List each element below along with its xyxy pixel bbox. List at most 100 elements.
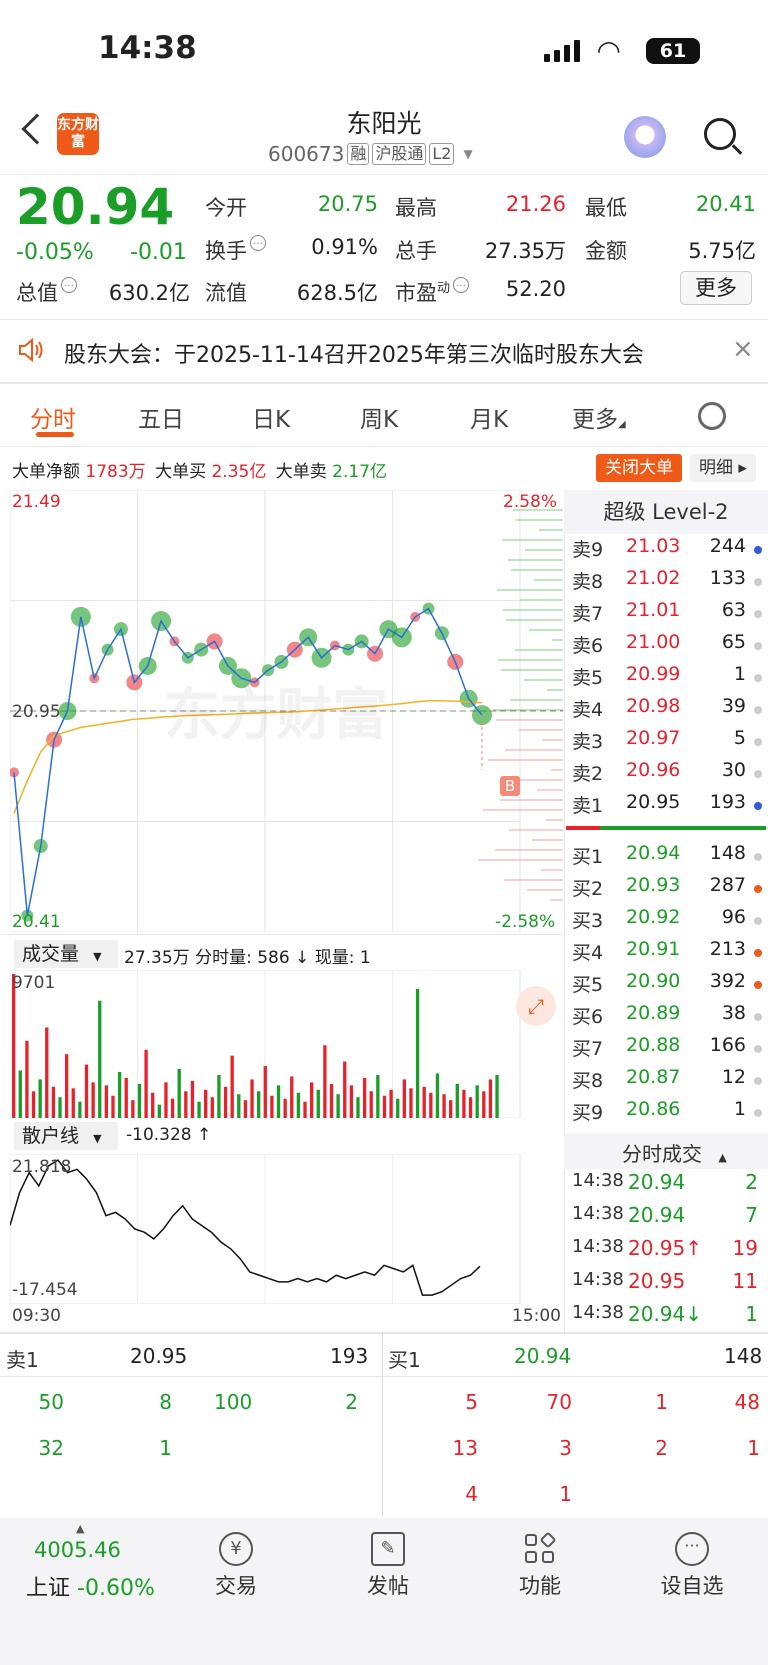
dot-icon xyxy=(754,1045,762,1053)
volume-bar xyxy=(177,1069,181,1118)
volume-chart[interactable] xyxy=(10,970,563,1118)
trades-header[interactable] xyxy=(564,1133,768,1169)
ask-row[interactable]: 卖3 20.97 5 xyxy=(572,727,762,757)
tag-connect: 沪股通 xyxy=(372,143,427,165)
assistant-robot-icon[interactable] xyxy=(624,116,666,158)
nav-functions[interactable]: 功能 xyxy=(519,1574,561,1598)
dot-icon xyxy=(754,1109,762,1117)
trade-row[interactable]: 14:38 20.94 2 xyxy=(572,1170,762,1200)
trade-row[interactable]: 14:38 20.94 7 xyxy=(572,1203,762,1233)
turnover-label[interactable]: 换手… xyxy=(205,235,266,265)
index-expand-icon[interactable]: ▲ xyxy=(76,1522,85,1535)
ask-row[interactable]: 卖1 20.95 193 xyxy=(572,791,762,821)
buy-marker[interactable]: B xyxy=(500,776,520,796)
bid-row[interactable]: 买3 20.92 96 xyxy=(572,906,762,936)
volume-bar xyxy=(362,1077,367,1118)
pct-max-label: 2.58% xyxy=(503,492,558,512)
ask-volume: 244 xyxy=(709,535,746,557)
ask-row[interactable]: 卖9 21.03 244 xyxy=(572,535,762,565)
indicator-selector[interactable]: 散户线 ▼ xyxy=(14,1122,118,1150)
price-line xyxy=(13,607,483,916)
trade-row[interactable]: 14:38 20.94↓ 1 xyxy=(572,1302,762,1332)
bid-row[interactable]: 买8 20.87 12 xyxy=(572,1066,762,1096)
intraday-price-chart[interactable] xyxy=(10,490,563,932)
index-row[interactable]: 上证 -0.60% xyxy=(26,1576,155,1601)
ask-volume: 5 xyxy=(733,727,746,749)
watchlist-icon[interactable]: ··· xyxy=(675,1532,709,1566)
volume-bar xyxy=(263,1066,267,1118)
tab-daily[interactable]: 日K xyxy=(252,407,291,433)
bid-row[interactable]: 买1 20.94 148 xyxy=(572,842,762,872)
buy-queue-item: 48 xyxy=(734,1390,760,1414)
info-icon[interactable]: … xyxy=(453,277,470,293)
notice-text[interactable]: 股东大会：于2025-11-14召开2025年第三次临时股东大会 xyxy=(64,343,644,368)
retail-line-chart[interactable] xyxy=(10,1154,563,1304)
ladder-sell-label: 卖1 xyxy=(6,1348,39,1372)
ask-row[interactable]: 卖4 20.98 39 xyxy=(572,695,762,725)
bid-volume: 96 xyxy=(721,906,746,928)
ask-row[interactable]: 卖5 20.99 1 xyxy=(572,663,762,693)
bid-row[interactable]: 买6 20.89 38 xyxy=(572,1002,762,1032)
ask-row[interactable]: 卖6 21.00 65 xyxy=(572,631,762,661)
gear-icon[interactable] xyxy=(698,402,726,430)
expand-icon[interactable]: ⤢ xyxy=(516,986,556,1026)
volume-bar xyxy=(151,1092,155,1118)
ask-row[interactable]: 卖2 20.96 30 xyxy=(572,759,762,789)
bid-row[interactable]: 买5 20.90 392 xyxy=(572,970,762,1000)
pe-label[interactable]: 市盈动… xyxy=(395,277,470,307)
bid-row[interactable]: 买7 20.88 166 xyxy=(572,1034,762,1064)
info-icon[interactable]: … xyxy=(61,277,77,293)
level2-title[interactable]: 超级 Level-2 xyxy=(564,490,768,534)
apps-icon[interactable] xyxy=(523,1531,557,1566)
volume-bar xyxy=(250,1079,254,1118)
y-min-label: 20.41 xyxy=(12,912,61,932)
mkt-cap-label[interactable]: 总值… xyxy=(16,277,77,307)
tab-weekly[interactable]: 周K xyxy=(360,407,399,433)
tab-more[interactable]: 更多◢ xyxy=(572,407,626,433)
ask-label: 卖5 xyxy=(572,667,604,689)
bid-volume: 1 xyxy=(733,1098,746,1120)
info-icon[interactable]: … xyxy=(250,235,266,251)
chevron-down-icon[interactable]: ▼ xyxy=(463,147,473,161)
trade-icon[interactable]: ¥ xyxy=(219,1532,253,1566)
trade-row[interactable]: 14:38 20.95 11 xyxy=(572,1269,762,1299)
last-price: 20.94 xyxy=(16,178,175,236)
close-icon[interactable]: × xyxy=(732,334,754,364)
tab-5day[interactable]: 五日 xyxy=(138,407,184,433)
ref-price-label: 20.95 xyxy=(12,702,61,722)
index-value[interactable]: 4005.46 xyxy=(34,1538,121,1562)
trade-time: 14:38 xyxy=(572,1269,624,1290)
tab-monthly[interactable]: 月K xyxy=(470,407,509,433)
bid-row[interactable]: 买9 20.86 1 xyxy=(572,1098,762,1128)
ask-price: 21.03 xyxy=(626,535,681,557)
ask-volume: 63 xyxy=(721,599,746,621)
stock-code-row[interactable]: 600673 融 沪股通 L2 ▼ xyxy=(268,142,473,166)
dot-icon xyxy=(754,949,762,957)
nav-watchlist[interactable]: 设自选 xyxy=(660,1574,724,1598)
bid-row[interactable]: 买2 20.93 287 xyxy=(572,874,762,904)
ladder-sell-price: 20.95 xyxy=(130,1344,188,1368)
volume-bar xyxy=(495,1074,499,1118)
nav-trade[interactable]: 交易 xyxy=(215,1574,257,1598)
volume-bar xyxy=(84,1064,89,1118)
volume-bar xyxy=(217,1074,221,1118)
bid-volume: 38 xyxy=(721,1002,746,1024)
open-label: 今开 xyxy=(205,196,247,220)
trade-row[interactable]: 14:38 20.95↑ 19 xyxy=(572,1236,762,1266)
post-icon[interactable]: ✎ xyxy=(371,1532,405,1566)
ladder-divider xyxy=(382,1332,383,1516)
nav-post[interactable]: 发帖 xyxy=(367,1574,409,1598)
tab-intraday[interactable]: 分时 xyxy=(30,407,76,433)
bid-row[interactable]: 买4 20.91 213 xyxy=(572,938,762,968)
search-icon[interactable] xyxy=(704,118,736,150)
ask-row[interactable]: 卖7 21.01 63 xyxy=(572,599,762,629)
volume-bar xyxy=(323,1045,327,1118)
detail-button[interactable]: 明细 ▸ xyxy=(690,454,756,482)
volume-selector[interactable]: 成交量 ▼ xyxy=(14,940,118,968)
more-quote-button[interactable]: 更多 xyxy=(680,271,752,305)
trades-title[interactable]: 分时成交 ▲ xyxy=(622,1142,727,1166)
float-cap-value: 628.5亿 xyxy=(296,281,378,305)
volume-bar xyxy=(462,1089,466,1118)
close-big-order-button[interactable]: 关闭大单 xyxy=(596,454,682,482)
ask-row[interactable]: 卖8 21.02 133 xyxy=(572,567,762,597)
